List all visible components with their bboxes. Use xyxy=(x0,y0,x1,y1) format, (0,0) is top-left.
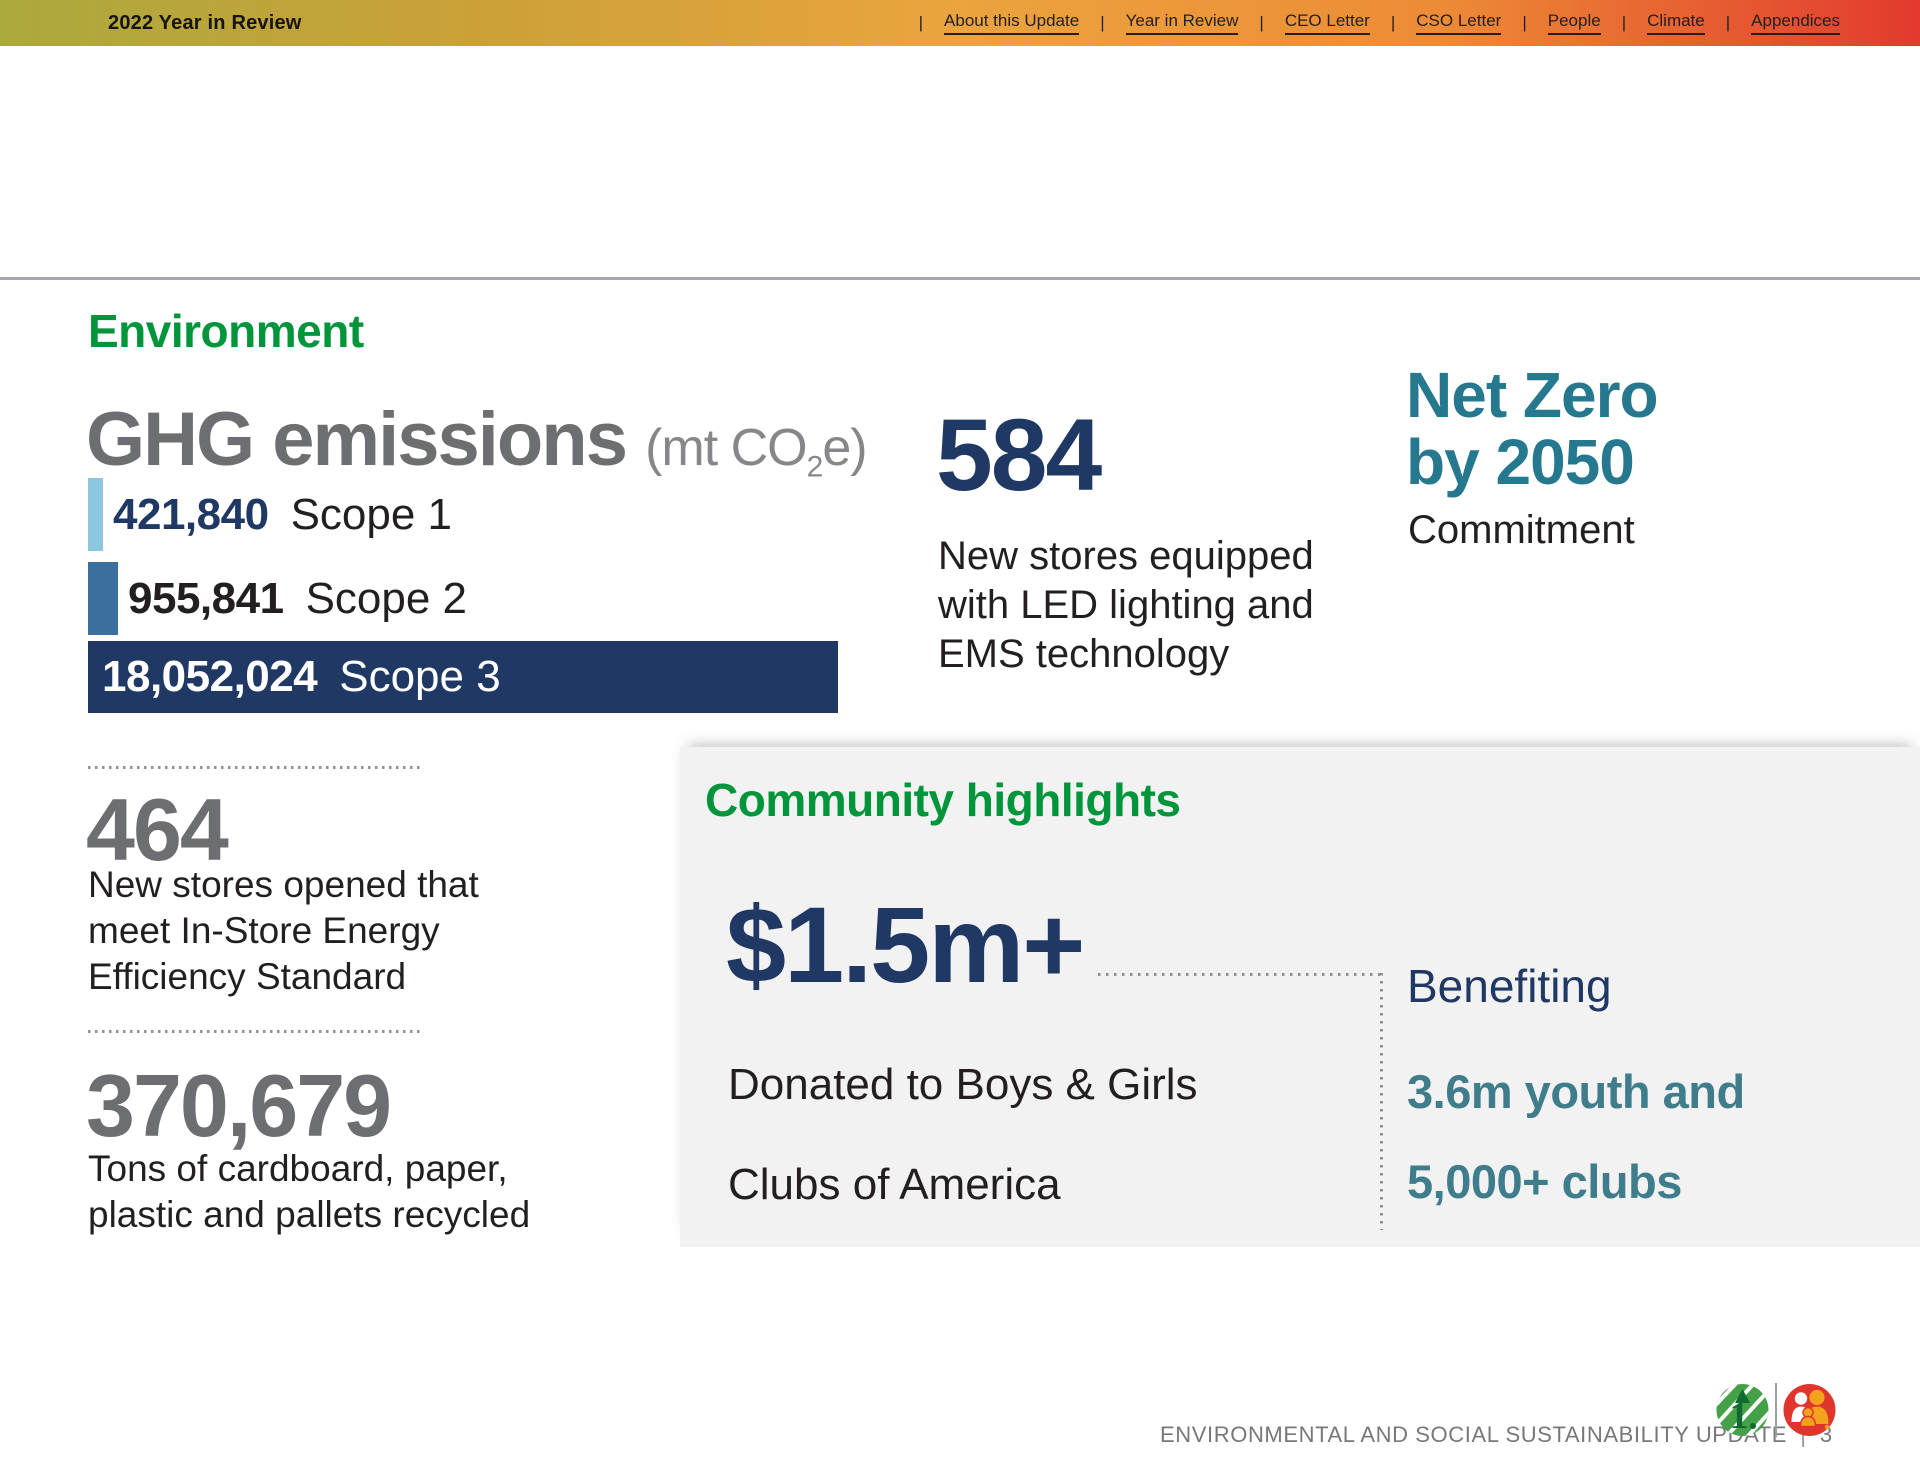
section-divider-rule xyxy=(0,277,1920,280)
nav-separator: | xyxy=(1100,13,1104,33)
stat-led-stores-description: New stores equipped with LED lighting an… xyxy=(938,532,1314,679)
nav-link-cso-letter[interactable]: CSO Letter xyxy=(1416,11,1501,35)
dotted-connector-vertical xyxy=(1380,973,1383,1230)
stat-stores-opened-value: 464 xyxy=(86,786,227,874)
ghg-bar-row-scope3: 18,052,024 Scope 3 xyxy=(88,641,838,713)
dotted-divider xyxy=(88,766,420,769)
environment-section-heading: Environment xyxy=(88,304,364,358)
nav-link-ceo-letter[interactable]: CEO Letter xyxy=(1285,11,1370,35)
community-section-heading: Community highlights xyxy=(705,773,1181,827)
scope2-label: Scope 2 xyxy=(306,574,467,624)
nav-separator: | xyxy=(1391,13,1395,33)
nav-link-year-in-review[interactable]: Year in Review xyxy=(1126,11,1239,35)
dotted-connector-horizontal xyxy=(1098,973,1380,976)
report-page: 2022 Year in Review | About this Update … xyxy=(0,0,1920,1474)
net-zero-subtitle: Commitment xyxy=(1408,508,1635,553)
net-zero-heading: Net Zero by 2050 xyxy=(1406,362,1658,496)
ghg-bar-row-scope2: 955,841 Scope 2 xyxy=(88,562,467,635)
top-navigation: | About this Update | Year in Review | C… xyxy=(898,0,1840,46)
stat-led-stores-value: 584 xyxy=(936,404,1100,506)
donation-amount: $1.5m+ xyxy=(726,891,1083,999)
scope3-label: Scope 3 xyxy=(339,652,500,702)
ghg-emissions-title: GHG emissions (mt CO2e) xyxy=(86,396,867,484)
scope1-bar xyxy=(88,478,103,551)
stat-recycled-description: Tons of cardboard, paper, plastic and pa… xyxy=(88,1146,530,1238)
stat-recycled-value: 370,679 xyxy=(86,1062,390,1150)
nav-link-about-this-update[interactable]: About this Update xyxy=(944,11,1079,35)
nav-separator: | xyxy=(1522,13,1526,33)
stat-stores-opened-description: New stores opened that meet In-Store Ene… xyxy=(88,862,479,1000)
benefit-description: 3.6m youth and 5,000+ clubs xyxy=(1407,1047,1745,1227)
scope3-bar: 18,052,024 Scope 3 xyxy=(88,641,838,713)
nav-separator: | xyxy=(1259,13,1263,33)
nav-link-appendices[interactable]: Appendices xyxy=(1751,11,1840,35)
dollar-tree-logo-icon: 1 xyxy=(1716,1383,1769,1437)
dotted-divider xyxy=(88,1030,420,1033)
logo-divider xyxy=(1775,1383,1777,1437)
scope2-value: 955,841 xyxy=(128,574,284,624)
scope3-value: 18,052,024 xyxy=(102,652,317,702)
footer-label: ENVIRONMENTAL AND SOCIAL SUSTAINABILITY … xyxy=(1160,1422,1787,1448)
donation-description: Donated to Boys & Girls Clubs of America xyxy=(728,1035,1198,1235)
family-dollar-logo-icon xyxy=(1783,1383,1836,1437)
ghg-emissions-title-text: GHG emissions xyxy=(86,397,626,482)
header-bar: 2022 Year in Review | About this Update … xyxy=(0,0,1920,46)
nav-separator: | xyxy=(1622,13,1626,33)
ghg-emissions-unit: (mt CO2e) xyxy=(645,419,866,477)
scope1-label: Scope 1 xyxy=(291,490,452,540)
brand-logos: 1 xyxy=(1716,1383,1836,1437)
nav-link-climate[interactable]: Climate xyxy=(1647,11,1705,35)
nav-separator: | xyxy=(1726,13,1730,33)
community-highlights-panel: Community highlights $1.5m+ Donated to B… xyxy=(680,747,1920,1247)
scope1-value: 421,840 xyxy=(113,490,269,540)
svg-text:1: 1 xyxy=(1730,1395,1749,1437)
benefit-title: Benefiting xyxy=(1407,959,1612,1013)
nav-link-people[interactable]: People xyxy=(1548,11,1601,35)
scope2-bar xyxy=(88,562,118,635)
ghg-bar-row-scope1: 421,840 Scope 1 xyxy=(88,478,452,551)
page-title: 2022 Year in Review xyxy=(108,0,302,46)
nav-separator: | xyxy=(919,13,923,33)
